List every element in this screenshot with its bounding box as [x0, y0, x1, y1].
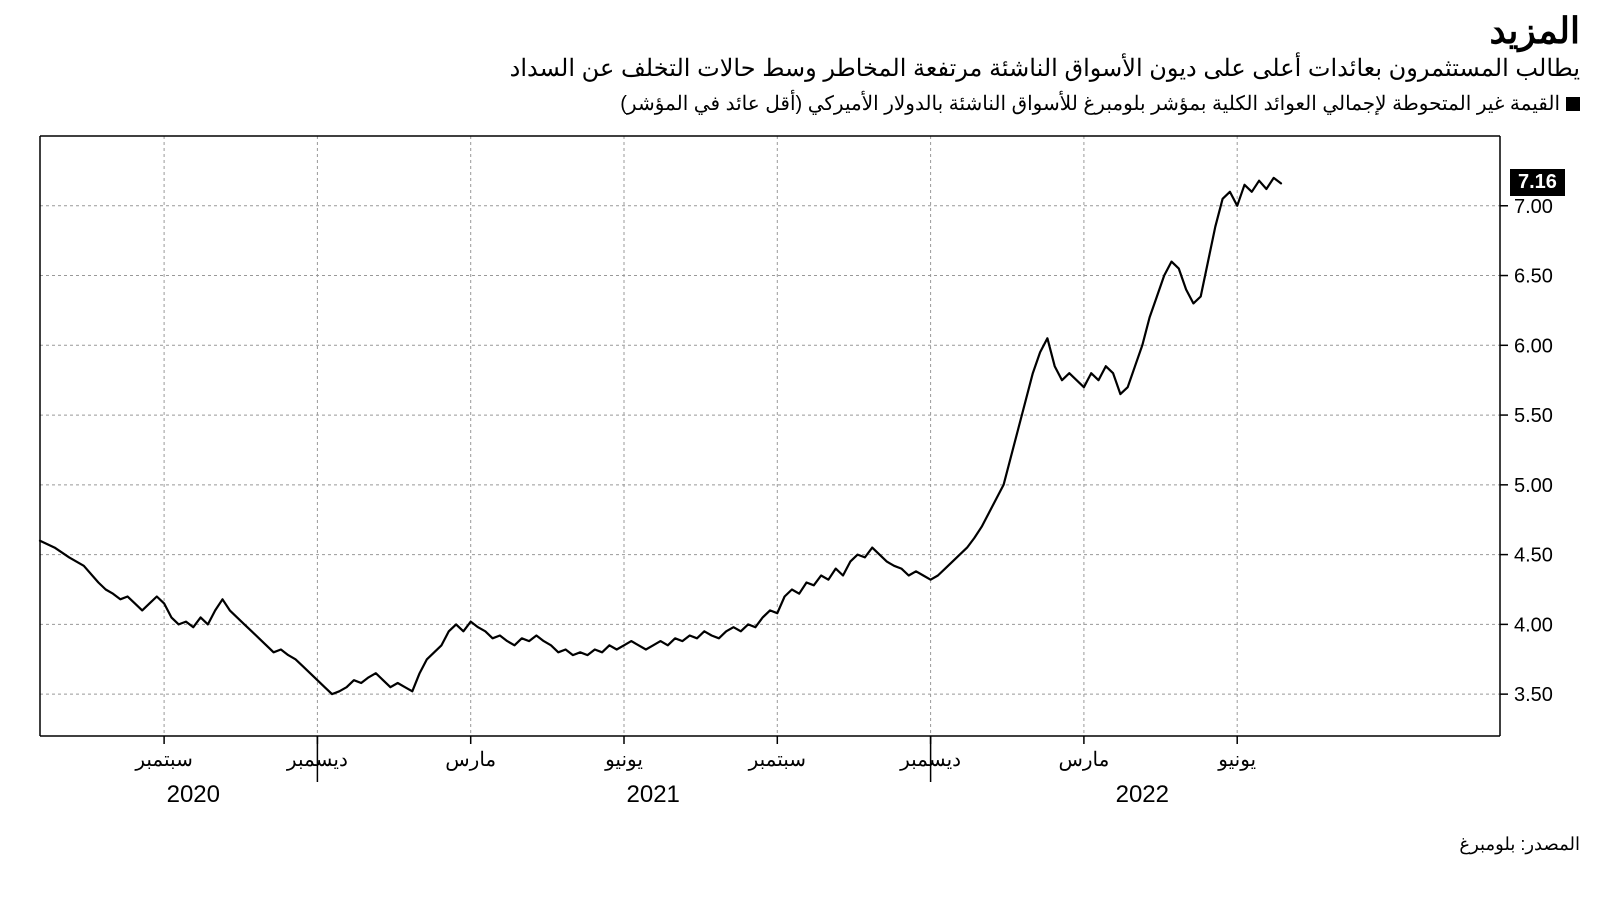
chart-area: 3.504.004.505.005.506.006.507.00سبتمبردي…	[20, 126, 1580, 826]
svg-text:سبتمبر: سبتمبر	[748, 749, 806, 771]
svg-text:يونيو: يونيو	[1217, 749, 1256, 771]
chart-source: المصدر: بلومبرغ	[20, 834, 1580, 855]
legend-label: القيمة غير المتحوطة لإجمالي العوائد الكل…	[620, 91, 1560, 116]
svg-text:3.50: 3.50	[1514, 684, 1553, 706]
last-value-badge: 7.16	[1510, 169, 1565, 196]
svg-text:4.00: 4.00	[1514, 614, 1553, 636]
svg-text:5.50: 5.50	[1514, 405, 1553, 427]
chart-title: المزيد	[20, 10, 1580, 52]
svg-text:2020: 2020	[167, 781, 220, 808]
chart-legend: القيمة غير المتحوطة لإجمالي العوائد الكل…	[20, 91, 1580, 116]
svg-text:مارس: مارس	[445, 749, 496, 771]
legend-swatch	[1566, 97, 1580, 111]
svg-text:7.00: 7.00	[1514, 196, 1553, 218]
svg-text:6.50: 6.50	[1514, 266, 1553, 288]
svg-text:2021: 2021	[627, 781, 680, 808]
chart-svg: 3.504.004.505.005.506.006.507.00سبتمبردي…	[20, 126, 1580, 826]
svg-text:مارس: مارس	[1058, 749, 1109, 771]
svg-text:سبتمبر: سبتمبر	[134, 749, 192, 771]
svg-text:يونيو: يونيو	[604, 749, 643, 771]
svg-text:5.00: 5.00	[1514, 475, 1553, 497]
svg-text:4.50: 4.50	[1514, 545, 1553, 567]
svg-text:6.00: 6.00	[1514, 335, 1553, 357]
svg-text:2022: 2022	[1116, 781, 1169, 808]
chart-subtitle: يطالب المستثمرون بعائدات أعلى على ديون ا…	[20, 54, 1580, 83]
